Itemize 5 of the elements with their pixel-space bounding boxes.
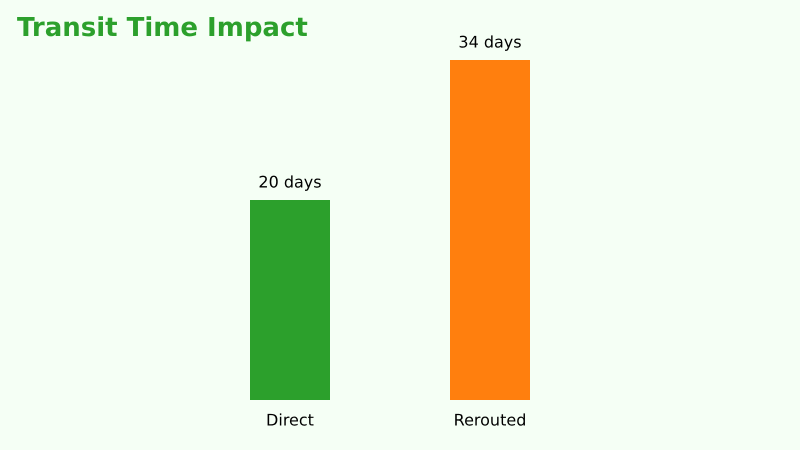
data-label: 34 days — [458, 32, 522, 52]
x-tick-label: Direct — [266, 410, 314, 430]
chart-title: Transit Time Impact — [17, 13, 308, 43]
data-label: 20 days — [258, 172, 322, 192]
x-tick-label: Rerouted — [454, 410, 526, 430]
